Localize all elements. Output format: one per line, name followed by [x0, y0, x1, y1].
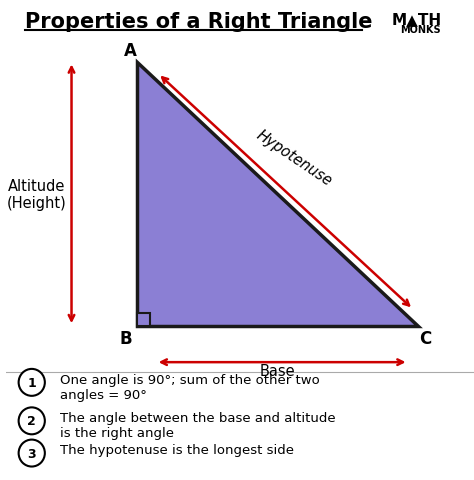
Text: 3: 3 [27, 446, 36, 460]
Text: B: B [119, 329, 132, 348]
Text: A: A [124, 41, 137, 60]
Text: C: C [419, 329, 431, 348]
Text: Hypotenuse: Hypotenuse [253, 128, 334, 189]
Text: Base: Base [260, 363, 295, 378]
Text: 1: 1 [27, 376, 36, 389]
Polygon shape [137, 62, 418, 326]
Text: M▲TH: M▲TH [392, 12, 442, 27]
Text: The angle between the base and altitude
is the right angle: The angle between the base and altitude … [60, 411, 336, 439]
Bar [137, 313, 150, 326]
Circle shape [18, 408, 45, 434]
Circle shape [18, 440, 45, 467]
Text: The hypotenuse is the longest side: The hypotenuse is the longest side [60, 444, 294, 456]
Text: 2: 2 [27, 414, 36, 428]
Text: Altitude
(Height): Altitude (Height) [7, 178, 66, 211]
Text: One angle is 90°; sum of the other two
angles = 90°: One angle is 90°; sum of the other two a… [60, 373, 319, 401]
Text: Properties of a Right Triangle: Properties of a Right Triangle [25, 12, 372, 32]
Circle shape [18, 369, 45, 396]
Text: MONKS: MONKS [401, 25, 441, 35]
